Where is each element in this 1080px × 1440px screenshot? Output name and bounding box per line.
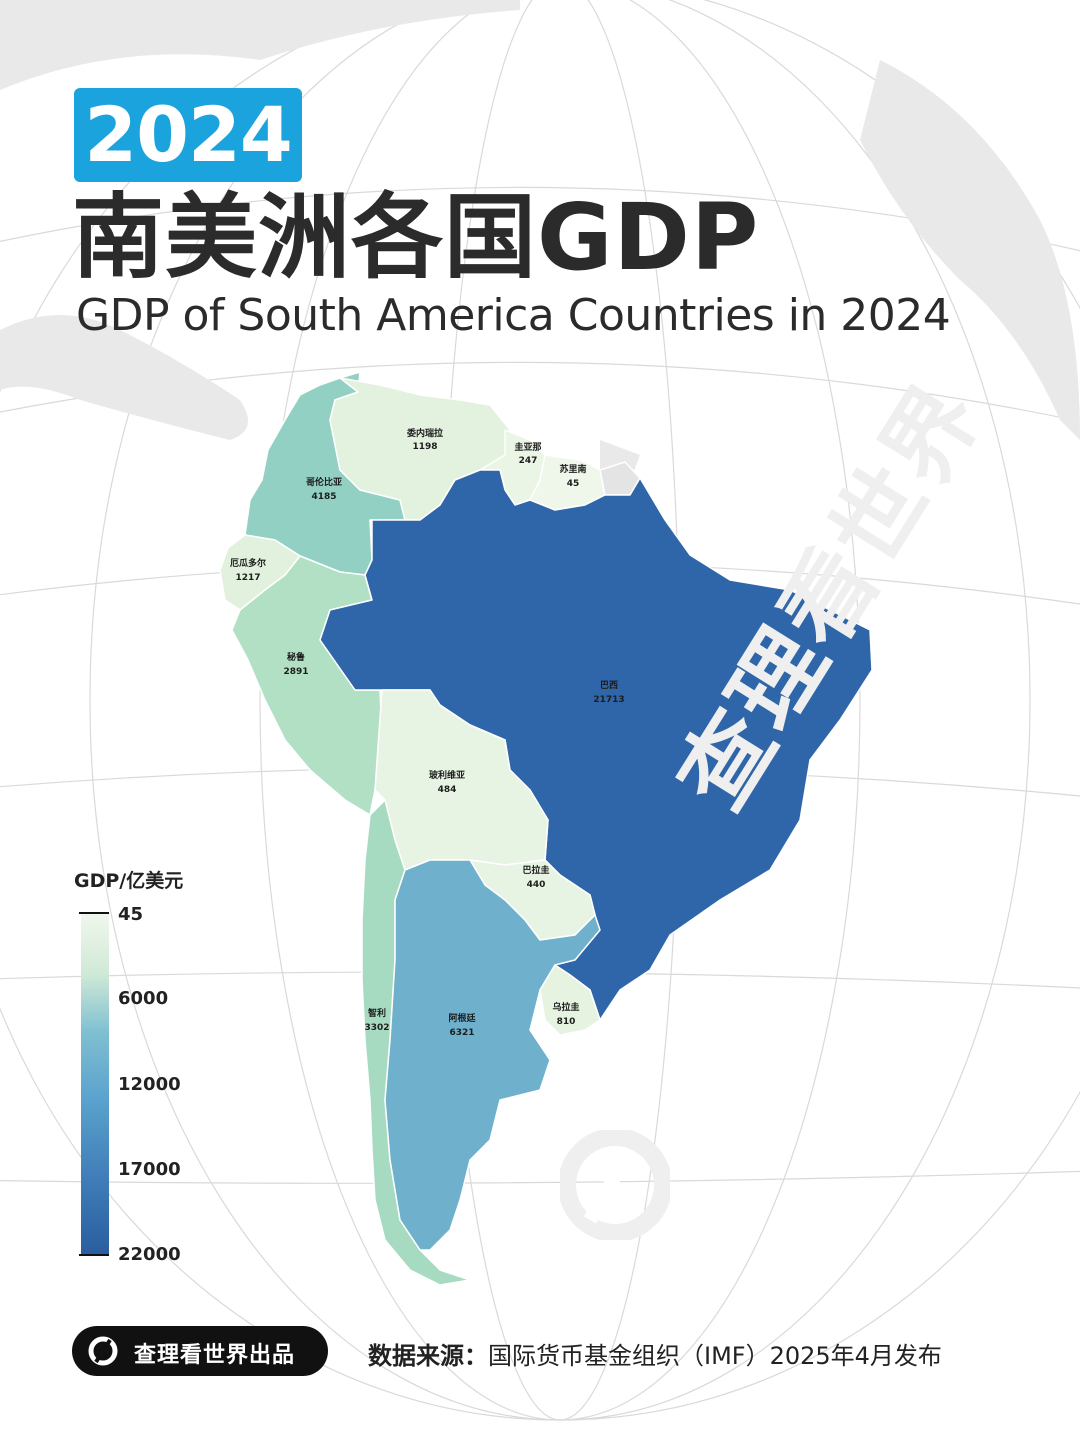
label-argentina-gdp: 6321 [449,1028,474,1038]
label-suriname-name: 苏里南 [559,463,586,475]
label-uruguay-name: 乌拉圭 [552,1001,579,1013]
label-argentina-name: 阿根廷 [448,1012,476,1024]
legend-color-bar [81,913,109,1255]
label-paraguay-gdp: 440 [527,880,546,890]
label-brazil-gdp: 21713 [593,695,624,705]
legend-tick: 22000 [118,1244,181,1265]
legend-tick: 45 [118,904,144,925]
label-venezuela-name: 委内瑞拉 [406,427,443,439]
label-brazil-name: 巴西 [600,680,618,691]
label-venezuela-gdp: 1198 [412,442,437,452]
year-badge: 2024 [74,88,302,182]
brand-logo-icon [88,1336,118,1366]
source-text: 国际货币基金组织（IMF）2025年4月发布 [488,1342,942,1370]
label-chile-gdp: 3302 [364,1023,389,1033]
label-colombia-gdp: 4185 [311,492,336,502]
legend-tick: 6000 [118,988,169,1009]
page-subtitle: GDP of South America Countries in 2024 [76,290,951,341]
label-peru-name: 秘鲁 [287,651,305,663]
label-colombia-name: 哥伦比亚 [306,476,342,488]
label-bolivia-gdp: 484 [438,785,457,795]
data-source: 数据来源：国际货币基金组织（IMF）2025年4月发布 [368,1336,942,1371]
label-ecuador-gdp: 1217 [235,573,260,583]
brand-text: 查理看世界出品 [134,1343,296,1368]
legend-top-cap [79,912,109,914]
label-guyana-gdp: 247 [519,456,538,466]
label-paraguay-name: 巴拉圭 [522,864,549,876]
legend-tick: 17000 [118,1159,181,1180]
label-bolivia-name: 玻利维亚 [429,769,465,781]
country-argentina[interactable] [384,859,601,1251]
legend-tick: 12000 [118,1074,181,1095]
label-chile-name: 智利 [368,1007,386,1019]
label-uruguay-gdp: 810 [557,1017,576,1027]
label-ecuador-name: 厄瓜多尔 [230,557,266,569]
label-suriname-gdp: 45 [567,479,580,489]
watermark-logo-icon [560,1130,670,1240]
legend-bottom-cap [79,1254,109,1256]
page-title: 南美洲各国GDP [72,184,760,291]
label-peru-gdp: 2891 [283,667,308,677]
source-label: 数据来源： [368,1342,488,1370]
brand-badge: 查理看世界出品 [72,1326,328,1376]
label-guyana-name: 圭亚那 [514,441,541,453]
country-uruguay[interactable] [539,964,601,1036]
legend-title: GDP/亿美元 [74,870,184,892]
